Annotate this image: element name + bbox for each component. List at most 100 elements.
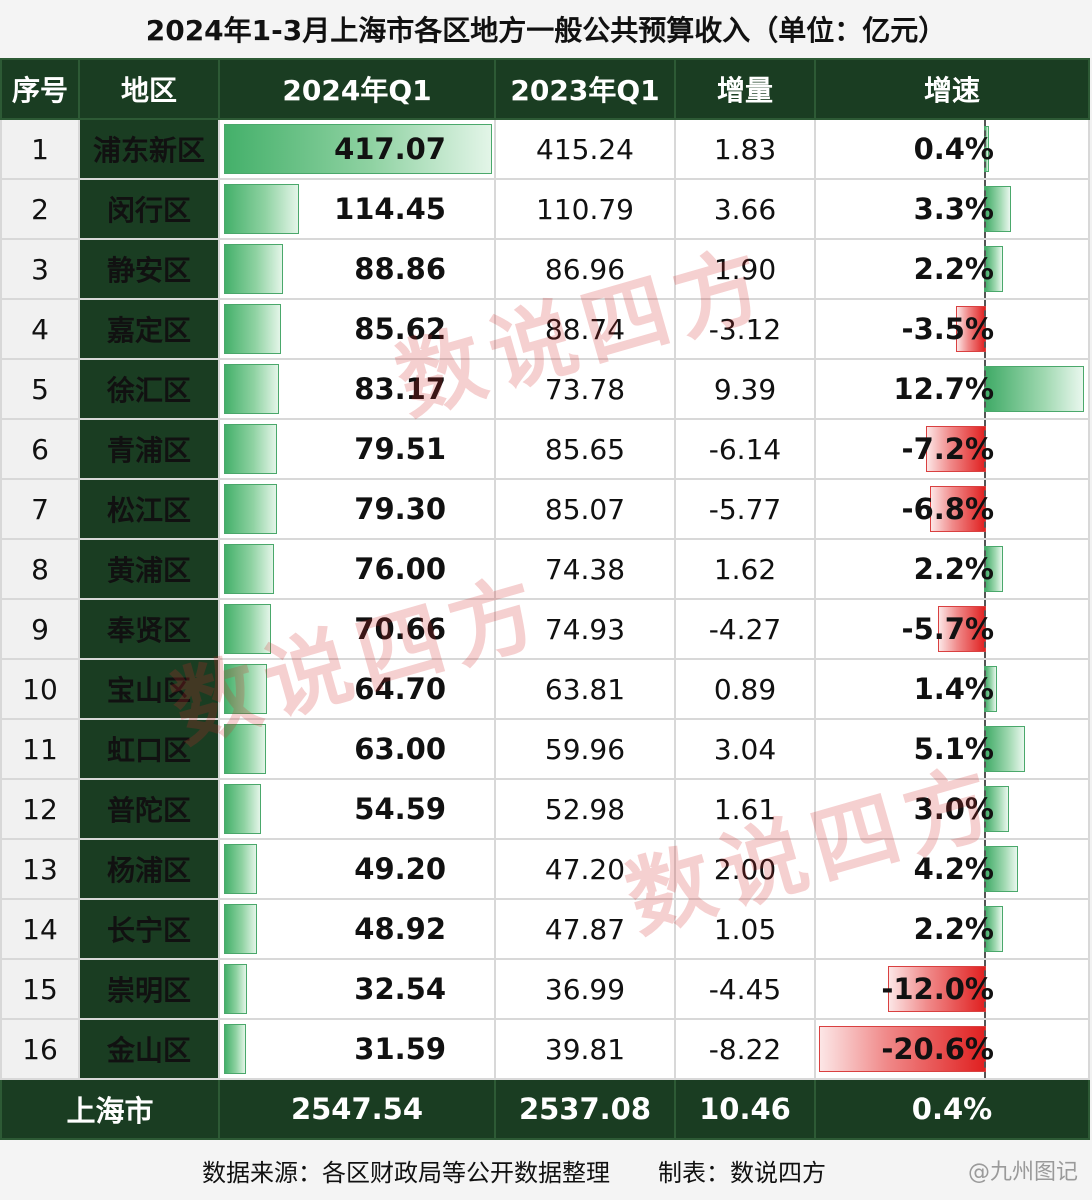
revenue-2023-value: 85.07	[494, 478, 676, 540]
increase-value: -5.77	[674, 478, 816, 540]
header-q1-2024: 2024年Q1	[218, 58, 496, 120]
total-q1-2024: 2547.54	[218, 1078, 496, 1140]
table-row: 6 青浦区 79.51 85.65 -6.14 -7.2%	[0, 418, 1090, 480]
revenue-2023-value: 74.93	[494, 598, 676, 660]
table-row: 9 奉贤区 70.66 74.93 -4.27 -5.7%	[0, 598, 1090, 660]
revenue-2024-cell: 417.07	[218, 118, 496, 180]
district-name: 金山区	[78, 1018, 220, 1080]
header-q1-2023: 2023年Q1	[494, 58, 676, 120]
growth-zero-axis	[984, 600, 986, 658]
increase-value: 2.00	[674, 838, 816, 900]
district-name: 虹口区	[78, 718, 220, 780]
growth-bar	[984, 366, 1084, 412]
table-maker: 制表：数说四方	[658, 1158, 826, 1187]
total-increase: 10.46	[674, 1078, 816, 1140]
revenue-2023-value: 47.20	[494, 838, 676, 900]
row-index: 3	[0, 238, 80, 300]
revenue-bar	[224, 844, 258, 894]
growth-zero-axis	[984, 1020, 986, 1078]
growth-zero-axis	[984, 300, 986, 358]
revenue-2023-value: 39.81	[494, 1018, 676, 1080]
revenue-2024-cell: 32.54	[218, 958, 496, 1020]
table-row: 14 长宁区 48.92 47.87 1.05 2.2%	[0, 898, 1090, 960]
growth-value: 1.4%	[913, 672, 994, 706]
growth-zero-axis	[984, 120, 986, 178]
revenue-2024-cell: 31.59	[218, 1018, 496, 1080]
revenue-2024-value: 63.00	[354, 732, 446, 766]
revenue-2024-value: 49.20	[354, 852, 446, 886]
increase-value: 1.90	[674, 238, 816, 300]
revenue-2023-value: 88.74	[494, 298, 676, 360]
revenue-bar	[224, 964, 247, 1014]
increase-value: -4.45	[674, 958, 816, 1020]
growth-bar	[984, 186, 1012, 232]
district-name: 崇明区	[78, 958, 220, 1020]
table-row: 12 普陀区 54.59 52.98 1.61 3.0%	[0, 778, 1090, 840]
header-idx: 序号	[0, 58, 80, 120]
growth-zero-axis	[984, 900, 986, 958]
growth-cell: 5.1%	[814, 718, 1090, 780]
growth-value: -6.8%	[901, 492, 994, 526]
growth-zero-axis	[984, 660, 986, 718]
table-title: 2024年1-3月上海市各区地方一般公共预算收入（单位：亿元）	[0, 0, 1092, 58]
growth-bar	[819, 1026, 986, 1072]
growth-cell: 4.2%	[814, 838, 1090, 900]
revenue-bar	[224, 784, 261, 834]
growth-zero-axis	[984, 720, 986, 778]
district-name: 长宁区	[78, 898, 220, 960]
growth-value: -20.6%	[881, 1032, 994, 1066]
growth-cell: 2.2%	[814, 238, 1090, 300]
table-row: 10 宝山区 64.70 63.81 0.89 1.4%	[0, 658, 1090, 720]
revenue-2024-cell: 54.59	[218, 778, 496, 840]
revenue-2023-value: 47.87	[494, 898, 676, 960]
revenue-2024-cell: 48.92	[218, 898, 496, 960]
corner-watermark: @九州图记	[967, 1160, 1078, 1185]
growth-value: 2.2%	[913, 552, 994, 586]
revenue-2024-cell: 79.51	[218, 418, 496, 480]
header-row: 序号 地区 2024年Q1 2023年Q1 增量 增速	[0, 58, 1090, 120]
revenue-2023-value: 52.98	[494, 778, 676, 840]
district-name: 黄浦区	[78, 538, 220, 600]
table-row: 15 崇明区 32.54 36.99 -4.45 -12.0%	[0, 958, 1090, 1020]
total-district: 上海市	[0, 1078, 220, 1140]
growth-bar	[984, 786, 1010, 832]
district-name: 闵行区	[78, 178, 220, 240]
increase-value: 3.04	[674, 718, 816, 780]
increase-value: 1.83	[674, 118, 816, 180]
footer: 数据来源：各区财政局等公开数据整理 制表：数说四方 @九州图记	[0, 1140, 1092, 1200]
total-q1-2023: 2537.08	[494, 1078, 676, 1140]
revenue-2024-value: 32.54	[354, 972, 446, 1006]
revenue-table: 序号 地区 2024年Q1 2023年Q1 增量 增速 1 浦东新区 417.07 4…	[0, 58, 1090, 1140]
growth-cell: -7.2%	[814, 418, 1090, 480]
revenue-2023-value: 74.38	[494, 538, 676, 600]
revenue-bar	[224, 364, 280, 414]
row-index: 9	[0, 598, 80, 660]
growth-value: 2.2%	[913, 252, 994, 286]
growth-cell: -3.5%	[814, 298, 1090, 360]
row-index: 13	[0, 838, 80, 900]
revenue-bar	[224, 604, 272, 654]
revenue-bar	[224, 724, 267, 774]
district-name: 徐汇区	[78, 358, 220, 420]
revenue-2023-value: 110.79	[494, 178, 676, 240]
total-growth: 0.4%	[814, 1078, 1090, 1140]
header-growth: 增速	[814, 58, 1090, 120]
increase-value: 1.05	[674, 898, 816, 960]
growth-value: -3.5%	[901, 312, 994, 346]
increase-value: 1.61	[674, 778, 816, 840]
district-name: 奉贤区	[78, 598, 220, 660]
revenue-2024-cell: 49.20	[218, 838, 496, 900]
district-name: 宝山区	[78, 658, 220, 720]
growth-value: 12.7%	[893, 372, 994, 406]
revenue-2023-value: 73.78	[494, 358, 676, 420]
revenue-bar	[224, 1024, 247, 1074]
growth-zero-axis	[984, 480, 986, 538]
row-index: 5	[0, 358, 80, 420]
revenue-2024-cell: 79.30	[218, 478, 496, 540]
revenue-2024-value: 70.66	[354, 612, 446, 646]
header-increase: 增量	[674, 58, 816, 120]
revenue-2023-value: 63.81	[494, 658, 676, 720]
row-index: 7	[0, 478, 80, 540]
growth-zero-axis	[984, 780, 986, 838]
revenue-bar	[224, 904, 258, 954]
